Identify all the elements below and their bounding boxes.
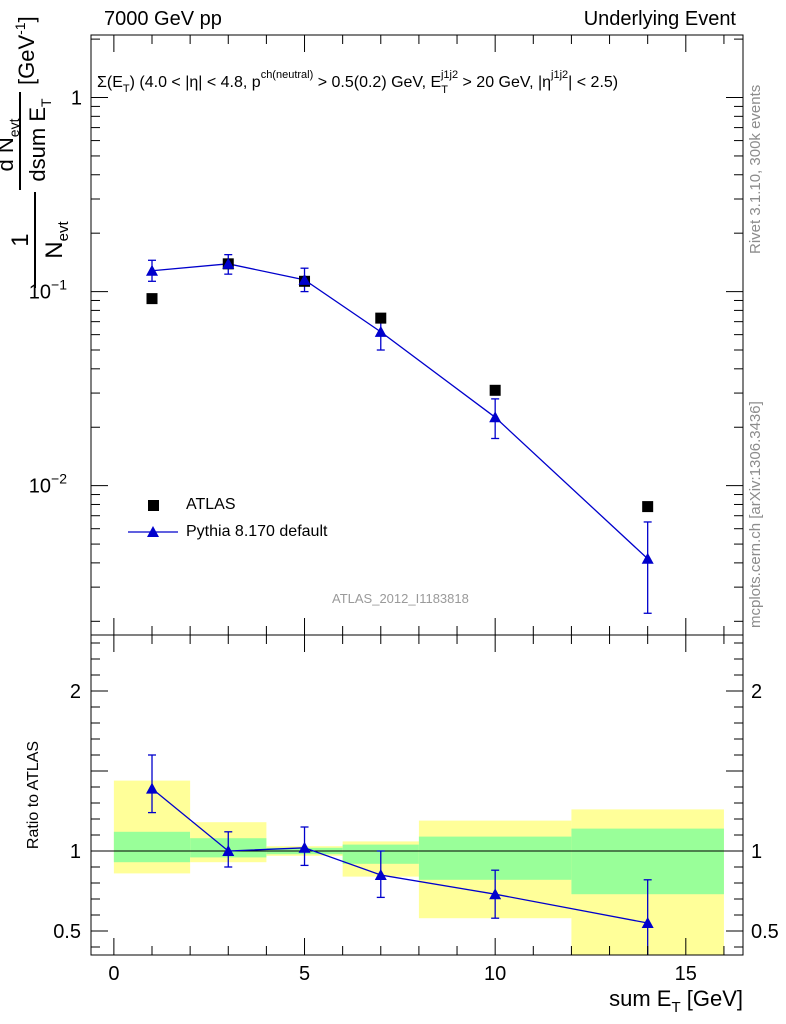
legend-marker-pythia <box>147 526 159 537</box>
ratio-pythia-line <box>151 788 648 924</box>
xtick-label-3: 15 <box>675 963 697 985</box>
ratio-ytick-label-left-2: 2 <box>70 681 81 703</box>
legend-label-pythia: Pythia 8.170 default <box>186 523 328 540</box>
ratio-pythia-point-3 <box>374 869 387 880</box>
xtick-label-1: 5 <box>299 963 310 985</box>
ratio-pythia-point-4 <box>489 888 502 900</box>
pythia-line <box>151 263 649 560</box>
main-plot-title: Σ(ET) (4.0 < |η| < 4.8, pch(neutral) > 0… <box>97 69 618 96</box>
main-y-axis-title: 1 Nevt d Nevtdsum ET [GeV-1] <box>0 16 72 288</box>
ytitle-one: 1 <box>7 233 34 246</box>
ytitle-unit: [GeV-1] <box>12 16 39 85</box>
xtick-label-2: 10 <box>484 963 506 985</box>
pythia-point-4 <box>489 411 502 423</box>
x-axis-title: sum ET [GeV] <box>609 986 743 1016</box>
ratio-ytick-label-left-0: 0.5 <box>53 921 81 943</box>
ratio-pythia-point-5 <box>641 917 654 928</box>
main-ytick-label-0: 1 <box>71 88 82 110</box>
xtick-label-0: 0 <box>108 963 119 985</box>
ratio-ytick-label-right-1: 1 <box>751 841 762 863</box>
rivet-version-label: Rivet 3.1.10, 300k events <box>747 84 764 254</box>
analysis-id-label: ATLAS_2012_I1183818 <box>332 591 469 606</box>
ytitle-dsum: dsum ET <box>25 98 54 182</box>
pythia-point-5 <box>641 552 654 564</box>
pythia-point-2 <box>298 273 311 285</box>
atlas-point-3 <box>375 312 387 324</box>
legend-label-atlas: ATLAS <box>186 496 236 513</box>
ratio-band-inner-0 <box>113 831 191 863</box>
ratio-pythia-point-1 <box>222 845 235 856</box>
ratio-pythia-point-2 <box>298 841 311 853</box>
ratio-y-axis-title: Ratio to ATLAS <box>25 741 42 849</box>
main-panel-frame <box>90 34 744 636</box>
atlas-point-4 <box>489 384 501 396</box>
ratio-panel-frame <box>90 634 744 956</box>
mcplots-source-label: mcplots.cern.ch [arXiv:1306.3436] <box>747 401 764 628</box>
ytitle-dn: d Nevt <box>0 118 22 171</box>
main-ytick-label-2: 10−2 <box>29 471 67 498</box>
atlas-point-5 <box>642 501 654 513</box>
pythia-point-3 <box>374 325 387 337</box>
header-energy-label: 7000 GeV pp <box>104 8 222 30</box>
pythia-point-1 <box>222 257 235 269</box>
ratio-ytick-label-left-1: 1 <box>70 841 81 863</box>
pythia-point-0 <box>146 264 159 276</box>
ratio-pythia-point-0 <box>146 782 159 794</box>
atlas-point-0 <box>146 293 158 305</box>
header-process-label: Underlying Event <box>583 8 736 30</box>
ytitle-nevt: Nevt <box>41 220 72 258</box>
legend-marker-atlas <box>148 500 159 511</box>
ratio-ytick-label-right-2: 2 <box>751 681 762 703</box>
ratio-ytick-label-right-0: 0.5 <box>751 921 779 943</box>
